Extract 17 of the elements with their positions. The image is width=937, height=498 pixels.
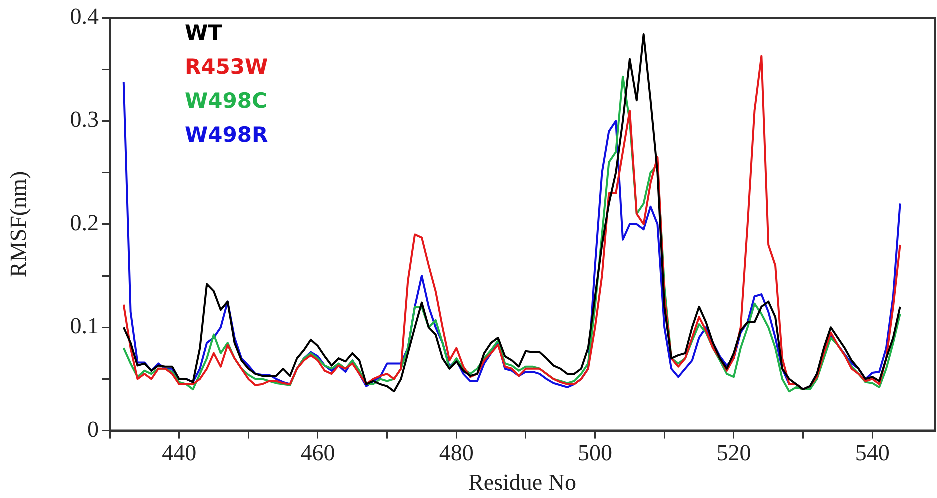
x-tick-label: 540 [855, 440, 890, 466]
x-tick-label: 480 [439, 440, 474, 466]
x-tick-label: 520 [716, 440, 752, 466]
text: W498R [185, 122, 268, 149]
text: W498C [185, 88, 268, 115]
text: R453W [185, 54, 268, 81]
x-tick-label: 440 [162, 440, 197, 466]
x-tick-label: 500 [578, 440, 613, 466]
text: WT [185, 20, 224, 47]
y-tick-label: 0.2 [70, 210, 99, 236]
y-tick-label: 0.4 [70, 4, 100, 30]
y-axis-title: RMSF(nm) [6, 171, 31, 278]
x-tick-label: 460 [300, 440, 336, 466]
y-tick-label: 0 [88, 416, 99, 442]
y-tick-label: 0.3 [70, 107, 99, 132]
x-axis-title: Residue No [468, 470, 576, 496]
y-tick-label: 0.1 [70, 314, 99, 339]
